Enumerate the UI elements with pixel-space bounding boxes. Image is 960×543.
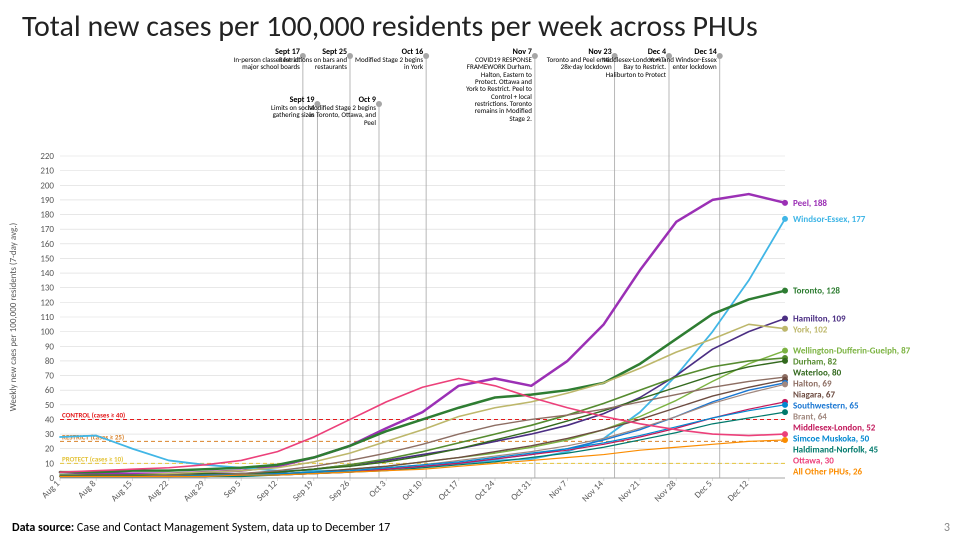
svg-text:70: 70 [45,371,55,382]
svg-text:Niagara, 67: Niagara, 67 [793,390,835,401]
svg-text:Windsor-Essex, 177: Windsor-Essex, 177 [793,214,866,225]
svg-text:Brant, 64: Brant, 64 [793,412,827,423]
svg-text:20: 20 [45,444,55,455]
svg-text:90: 90 [45,341,55,352]
svg-text:30: 30 [45,429,55,440]
svg-text:150: 150 [40,253,54,264]
svg-text:Dec 5: Dec 5 [692,478,715,501]
svg-text:Durham, 82: Durham, 82 [793,357,837,368]
svg-text:120: 120 [40,297,54,308]
svg-text:80: 80 [45,356,55,367]
svg-text:Waterloo, 80: Waterloo, 80 [793,368,842,379]
svg-text:50: 50 [45,400,55,411]
svg-text:Haldimand-Norfolk, 45: Haldimand-Norfolk, 45 [793,445,879,456]
svg-text:160: 160 [40,239,54,250]
svg-text:10: 10 [45,458,55,469]
svg-text:Aug 29: Aug 29 [181,478,207,504]
svg-text:Hamilton, 109: Hamilton, 109 [793,313,846,324]
svg-text:Sep 19: Sep 19 [291,478,316,503]
svg-text:200: 200 [40,180,54,191]
svg-text:130: 130 [40,283,54,294]
svg-text:Weekly new caes per 100,000 re: Weekly new caes per 100,000 residents (7… [8,222,19,411]
page-number: 3 [944,521,950,535]
line-chart: 0102030405060708090100110120130140150160… [0,46,960,516]
data-source-label: Data source: [12,521,74,535]
svg-text:Middlesex-London, 52: Middlesex-London, 52 [793,423,876,434]
data-source: Data source: Case and Contact Management… [12,521,390,535]
svg-text:Oct 10: Oct 10 [400,478,425,503]
svg-text:Oct 24: Oct 24 [472,478,497,503]
svg-text:Nov 14: Nov 14 [580,478,606,504]
svg-text:Sep 12: Sep 12 [255,478,280,503]
data-source-text: Case and Contact Management System, data… [77,521,390,535]
svg-text:140: 140 [40,268,54,279]
svg-text:Southwestern, 65: Southwestern, 65 [793,401,859,412]
svg-text:CONTROL (cases ≥ 40): CONTROL (cases ≥ 40) [62,410,125,419]
svg-text:Sep 5: Sep 5 [221,478,243,500]
svg-text:PROTECT (cases ≥ 10): PROTECT (cases ≥ 10) [62,454,123,463]
svg-text:Oct 17: Oct 17 [436,478,461,503]
svg-text:Nov 21: Nov 21 [616,478,642,504]
svg-text:Toronto, 128: Toronto, 128 [793,286,840,297]
svg-text:Ottawa, 30: Ottawa, 30 [793,456,834,467]
svg-text:Sep 26: Sep 26 [327,478,352,503]
svg-text:40: 40 [45,414,55,425]
svg-text:Dec 12: Dec 12 [725,478,751,504]
svg-text:York, 102: York, 102 [792,324,828,335]
svg-text:110: 110 [40,312,54,323]
page-title: Total new cases per 100,000 residents pe… [22,8,758,45]
svg-text:All Other PHUs, 26: All Other PHUs, 26 [793,467,863,478]
svg-text:Halton, 69: Halton, 69 [793,379,832,390]
svg-text:60: 60 [45,385,55,396]
svg-text:180: 180 [40,210,54,221]
svg-text:Nov 7: Nov 7 [547,478,570,501]
svg-text:Wellington-Dufferin-Guelph, 87: Wellington-Dufferin-Guelph, 87 [793,346,911,357]
svg-text:210: 210 [40,166,54,177]
svg-text:Nov 28: Nov 28 [652,478,678,504]
svg-text:Aug 8: Aug 8 [76,478,99,501]
svg-text:190: 190 [40,195,54,206]
svg-text:100: 100 [40,327,54,338]
svg-text:Aug 15: Aug 15 [109,478,135,504]
svg-text:Aug 1: Aug 1 [40,478,63,501]
svg-text:Peel, 188: Peel, 188 [793,198,827,209]
svg-text:Simcoe Muskoka, 50: Simcoe Muskoka, 50 [793,434,870,445]
svg-text:Aug 22: Aug 22 [145,478,171,504]
svg-text:Oct 31: Oct 31 [509,478,534,503]
svg-text:Oct 3: Oct 3 [367,478,389,500]
svg-text:220: 220 [40,151,54,162]
svg-text:170: 170 [40,224,54,235]
